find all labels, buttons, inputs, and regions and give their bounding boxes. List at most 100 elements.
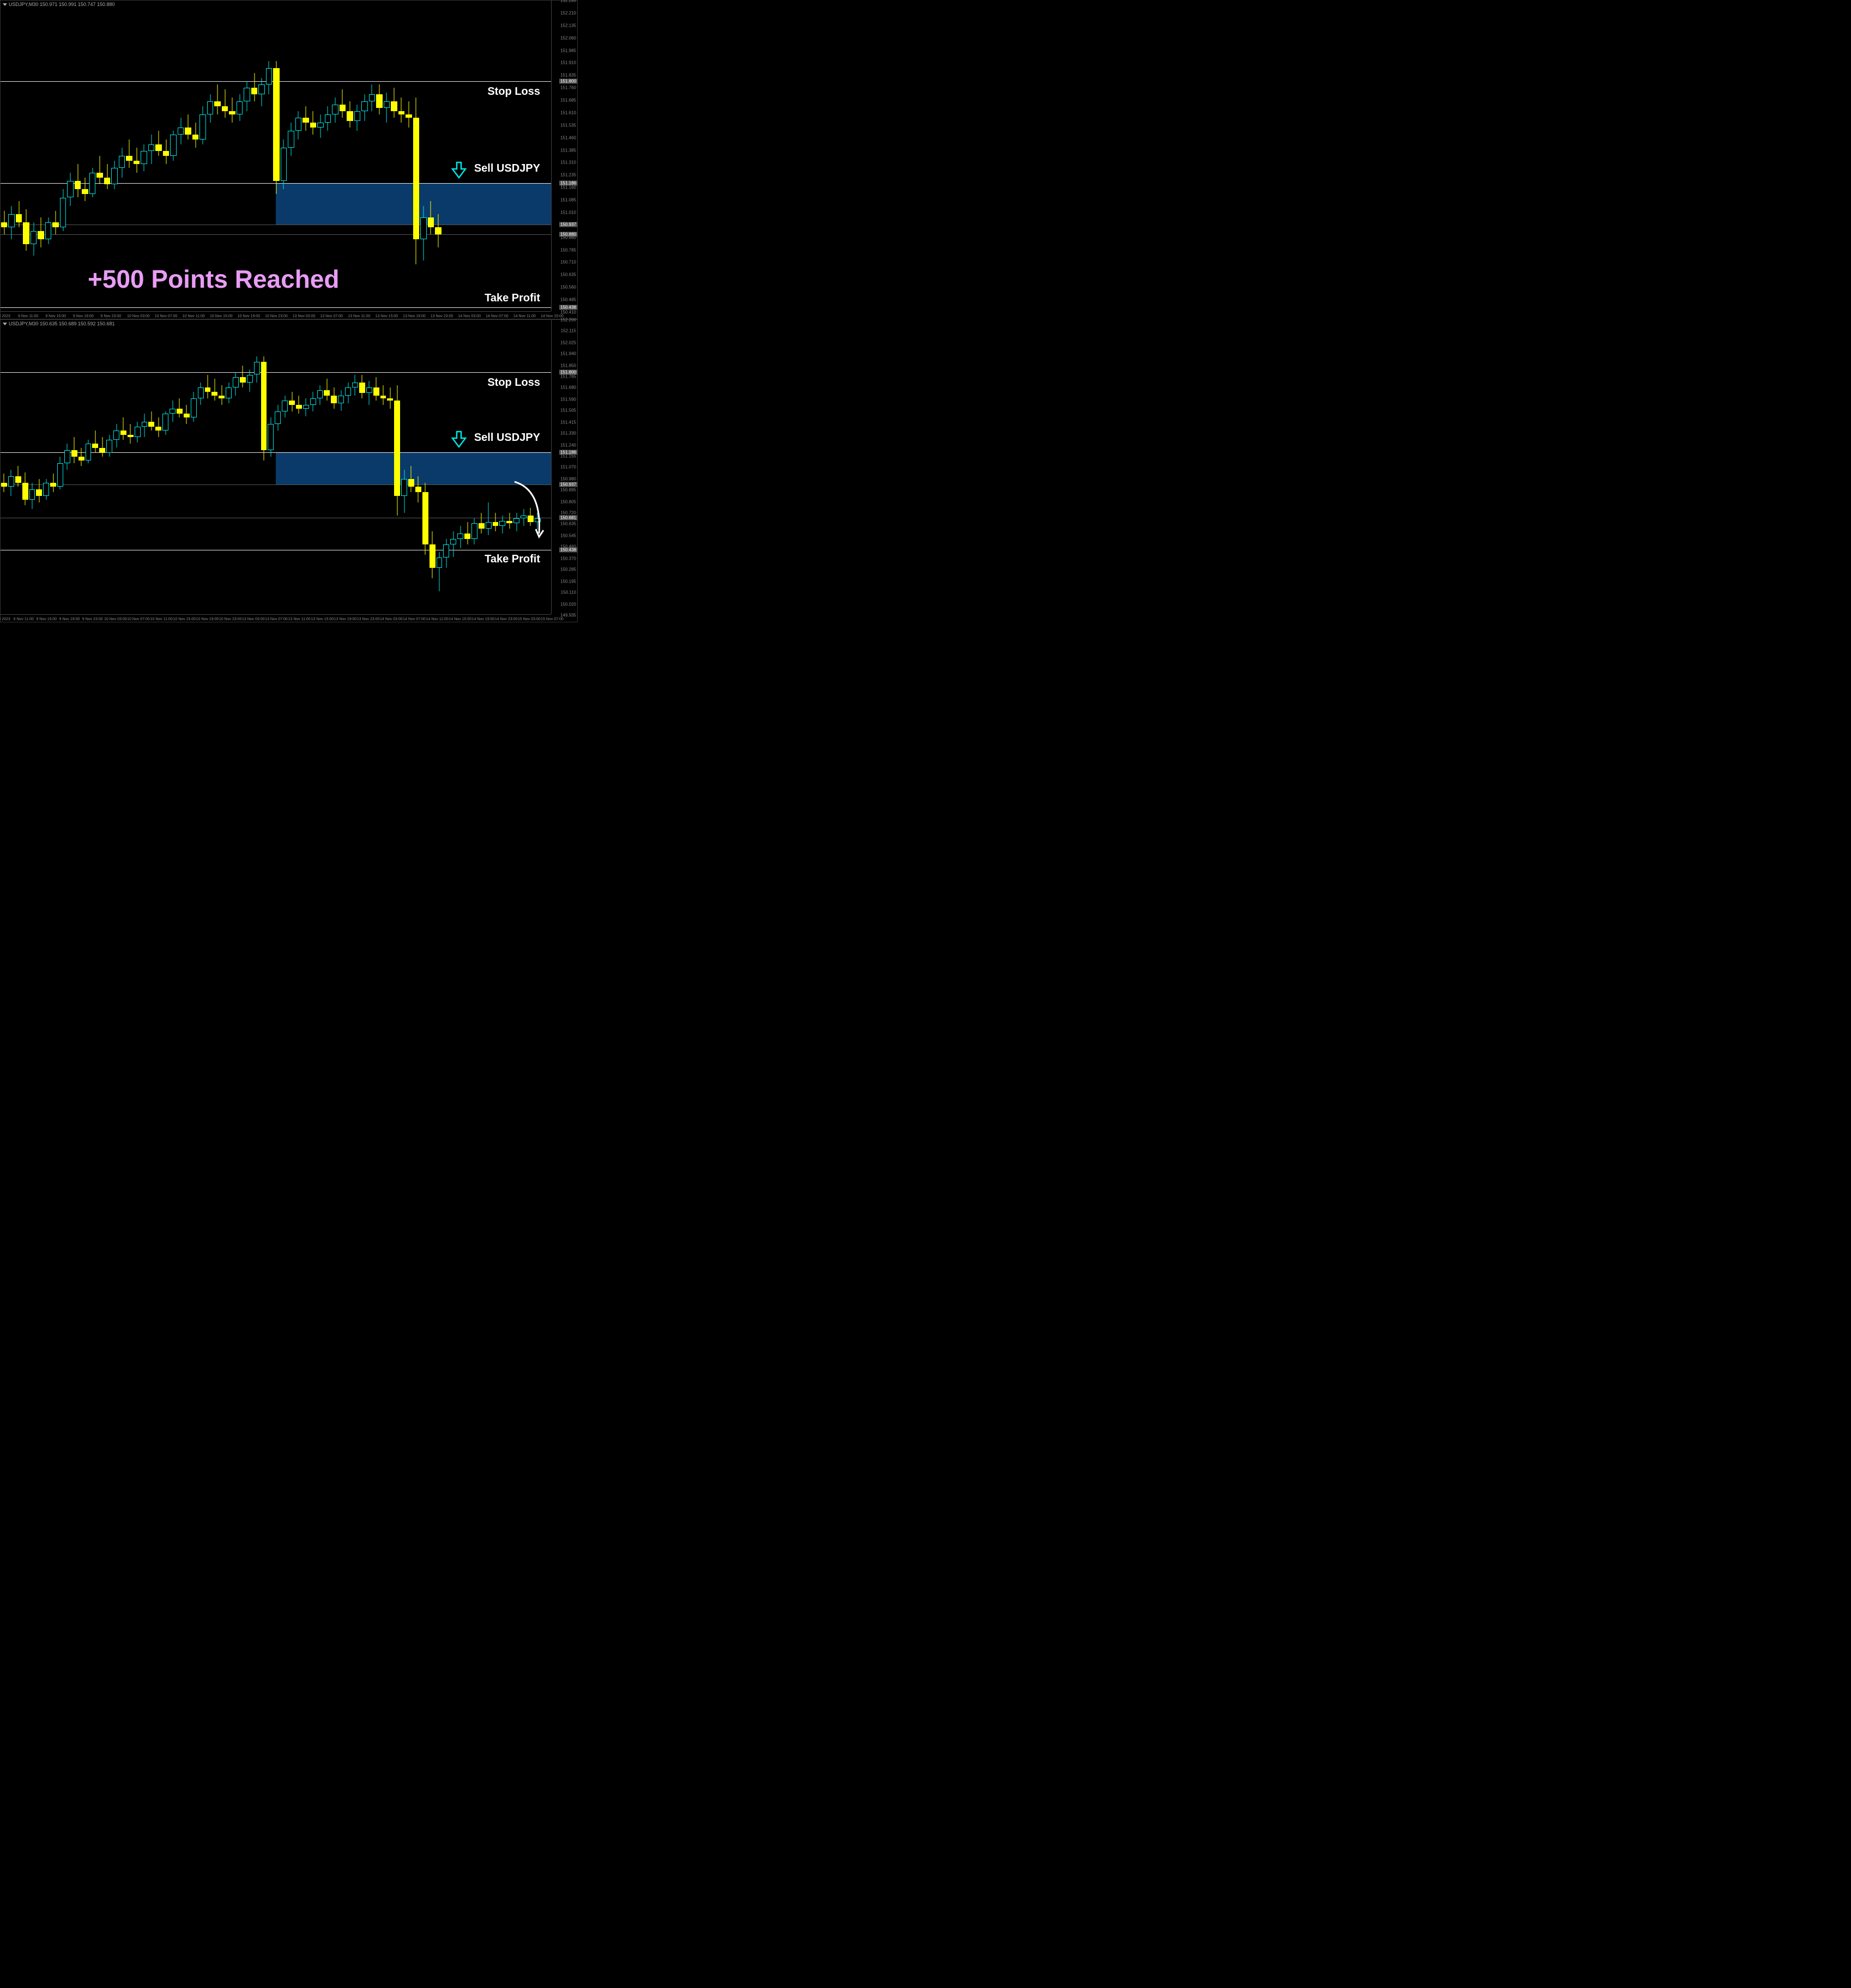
y-tick: 151.310	[560, 160, 576, 165]
y-tick: 150.285	[560, 567, 576, 572]
y-tick: 150.485	[560, 298, 576, 302]
sell-label: Sell USDJPY	[474, 432, 540, 444]
y-tick: 151.460	[560, 135, 576, 140]
candle	[148, 320, 154, 615]
y-tick: 151.535	[560, 123, 576, 128]
y-tick-boxed: 150.880	[559, 232, 577, 237]
x-tick: 9 Nov 11:00	[18, 314, 38, 318]
candle	[36, 320, 42, 615]
x-tick: 10 Nov 07:00	[155, 314, 178, 318]
candle	[408, 320, 414, 615]
chart-area-1[interactable]: Stop LossSell USDJPYTake Profit+500 Poin…	[1, 1, 551, 311]
y-tick: 150.635	[560, 522, 576, 526]
candle	[219, 320, 225, 615]
candle	[275, 320, 281, 615]
candle	[71, 320, 77, 615]
candle	[247, 320, 253, 615]
candle	[352, 320, 358, 615]
candle	[317, 320, 323, 615]
candle	[31, 1, 37, 312]
x-tick: 13 Nov 03:00	[242, 617, 265, 621]
candle	[92, 320, 98, 615]
chart-header-2: USDJPY,M30 150.635 150.689 150.592 150.6…	[3, 321, 115, 326]
y-tick: 152.285	[560, 0, 576, 3]
points-reached-label: +500 Points Reached	[88, 264, 339, 294]
x-tick: 10 Nov 23:00	[265, 314, 288, 318]
candle	[1, 1, 7, 312]
x-tick: 9 Nov 2023	[0, 314, 10, 318]
take-profit-label: Take Profit	[485, 553, 540, 566]
x-tick: 13 Nov 11:00	[348, 314, 370, 318]
chart-area-2[interactable]: Stop LossSell USDJPYTake Profit	[1, 320, 551, 614]
container: USDJPY,M30 150.971 150.991 150.747 150.8…	[0, 0, 578, 622]
candle	[261, 320, 267, 615]
x-tick: 14 Nov 11:00	[426, 617, 449, 621]
candle	[191, 320, 197, 615]
candle	[162, 320, 168, 615]
y-tick: 151.985	[560, 48, 576, 53]
candle	[437, 320, 443, 615]
x-tick: 10 Nov 03:00	[104, 617, 127, 621]
y-tick: 151.590	[560, 397, 576, 402]
x-tick: 10 Nov 11:00	[183, 314, 205, 318]
candle	[226, 320, 232, 615]
candle	[506, 320, 512, 615]
candle	[1, 320, 7, 615]
candle	[233, 320, 239, 615]
candle	[340, 1, 346, 312]
sell-label: Sell USDJPY	[474, 162, 540, 175]
y-tick: 151.160	[560, 185, 576, 190]
candle	[177, 320, 183, 615]
candle	[45, 1, 51, 312]
candle	[359, 320, 365, 615]
candle	[67, 1, 73, 312]
candle	[428, 1, 434, 312]
sell-arrow-icon	[451, 161, 467, 179]
candle	[99, 320, 105, 615]
candle	[86, 320, 92, 615]
candle	[240, 320, 246, 615]
candle	[198, 320, 204, 615]
y-tick-boxed: 151.800	[559, 369, 577, 374]
chart-panel-2[interactable]: USDJPY,M30 150.635 150.689 150.592 150.6…	[0, 319, 578, 622]
candle	[435, 1, 441, 312]
y-tick: 151.940	[560, 351, 576, 356]
candle	[331, 320, 337, 615]
candle	[296, 320, 302, 615]
candle	[430, 320, 435, 615]
x-tick: 14 Nov 07:00	[486, 314, 509, 318]
candle	[499, 320, 505, 615]
candle	[155, 320, 161, 615]
candle	[8, 1, 14, 312]
candle	[354, 1, 360, 312]
y-tick-boxed: 150.438	[559, 547, 577, 552]
candle	[8, 320, 14, 615]
x-tick: 14 Nov 19:00	[472, 617, 495, 621]
candle	[450, 320, 456, 615]
candle	[366, 320, 372, 615]
candle	[211, 320, 217, 615]
candle	[60, 1, 66, 312]
x-tick: 13 Nov 03:00	[293, 314, 316, 318]
y-tick: 152.135	[560, 23, 576, 28]
y-tick: 150.895	[560, 488, 576, 493]
y-tick-boxed: 151.186	[559, 181, 577, 186]
candle	[535, 320, 541, 615]
y-tick: 151.240	[560, 443, 576, 447]
candle	[528, 320, 534, 615]
x-tick: 15 Nov 03:00	[518, 617, 541, 621]
y-tick: 151.765	[560, 374, 576, 379]
x-tick: 10 Nov 23:00	[219, 617, 242, 621]
y-tick: 151.505	[560, 408, 576, 413]
chart-panel-1[interactable]: USDJPY,M30 150.971 150.991 150.747 150.8…	[0, 0, 578, 319]
y-tick-boxed: 151.800	[559, 78, 577, 83]
y-tick: 151.330	[560, 431, 576, 436]
candle	[184, 320, 190, 615]
candle	[380, 320, 386, 615]
candle	[384, 1, 390, 312]
candle	[345, 320, 351, 615]
x-axis-1: 9 Nov 20239 Nov 11:009 Nov 15:009 Nov 19…	[1, 311, 551, 319]
candle	[338, 320, 344, 615]
y-tick: 150.720	[560, 511, 576, 516]
x-tick: 13 Nov 19:00	[403, 314, 426, 318]
